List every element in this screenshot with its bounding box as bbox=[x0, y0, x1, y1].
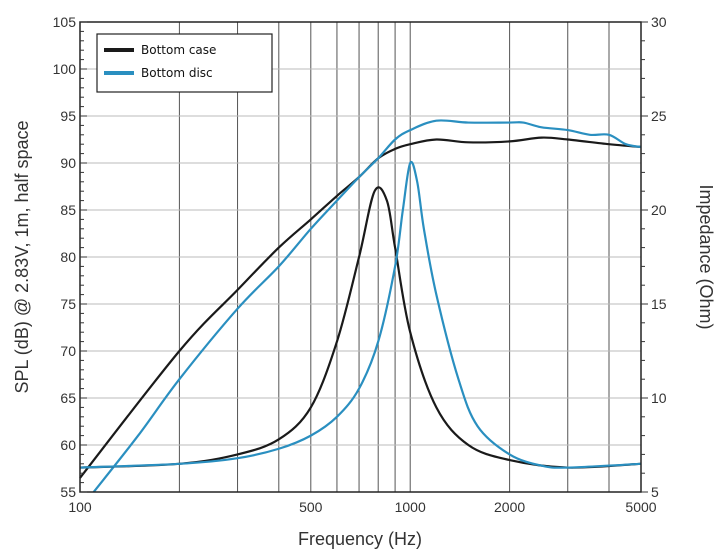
legend-label-bottom-case: Bottom case bbox=[141, 43, 216, 57]
y-tick-label: 60 bbox=[60, 437, 76, 453]
y2-tick-label: 25 bbox=[651, 108, 667, 124]
bottom-disc-spl-line bbox=[92, 119, 642, 493]
y-tick-label: 75 bbox=[60, 296, 76, 312]
y-tick-label: 95 bbox=[60, 108, 76, 124]
y2-axis-label: Impedance (Ohm) bbox=[696, 184, 716, 329]
y-tick-label: 55 bbox=[60, 484, 76, 500]
legend-box bbox=[96, 33, 273, 93]
x-tick-label: 1000 bbox=[395, 499, 426, 515]
y2-tick-label: 15 bbox=[651, 296, 667, 312]
x-axis-label: Frequency (Hz) bbox=[298, 529, 422, 549]
x-tick-label: 5000 bbox=[625, 499, 656, 515]
legend-label-bottom-disc: Bottom disc bbox=[141, 66, 213, 80]
x-tick-label: 500 bbox=[299, 499, 323, 515]
x-tick-label: 2000 bbox=[494, 499, 525, 515]
series-lines bbox=[79, 119, 642, 493]
y-tick-label: 100 bbox=[53, 61, 77, 77]
y-tick-label: 85 bbox=[60, 202, 76, 218]
bottom-case-spl-line bbox=[79, 136, 642, 479]
y-tick-label: 90 bbox=[60, 155, 76, 171]
y-tick-label: 80 bbox=[60, 249, 76, 265]
y2-tick-label: 10 bbox=[651, 390, 667, 406]
legend: Bottom case Bottom disc bbox=[96, 33, 273, 93]
y-tick-label: 70 bbox=[60, 343, 76, 359]
y-axis-label: SPL (dB) @ 2.83V, 1m, half space bbox=[12, 120, 32, 393]
bottom-case-impedance-line bbox=[79, 186, 642, 469]
x-tick-label: 100 bbox=[68, 499, 92, 515]
y-tick-label: 105 bbox=[53, 14, 77, 30]
y2-tick-label: 20 bbox=[651, 202, 667, 218]
axis-ticks: 55 60 65 70 75 80 85 90 95 100 105 5 10 15 20 25 30 100 50… bbox=[53, 14, 667, 515]
y-tick-label: 65 bbox=[60, 390, 76, 406]
bottom-disc-impedance-line bbox=[79, 160, 642, 469]
y2-tick-label: 5 bbox=[651, 484, 659, 500]
y2-tick-label: 30 bbox=[651, 14, 667, 30]
